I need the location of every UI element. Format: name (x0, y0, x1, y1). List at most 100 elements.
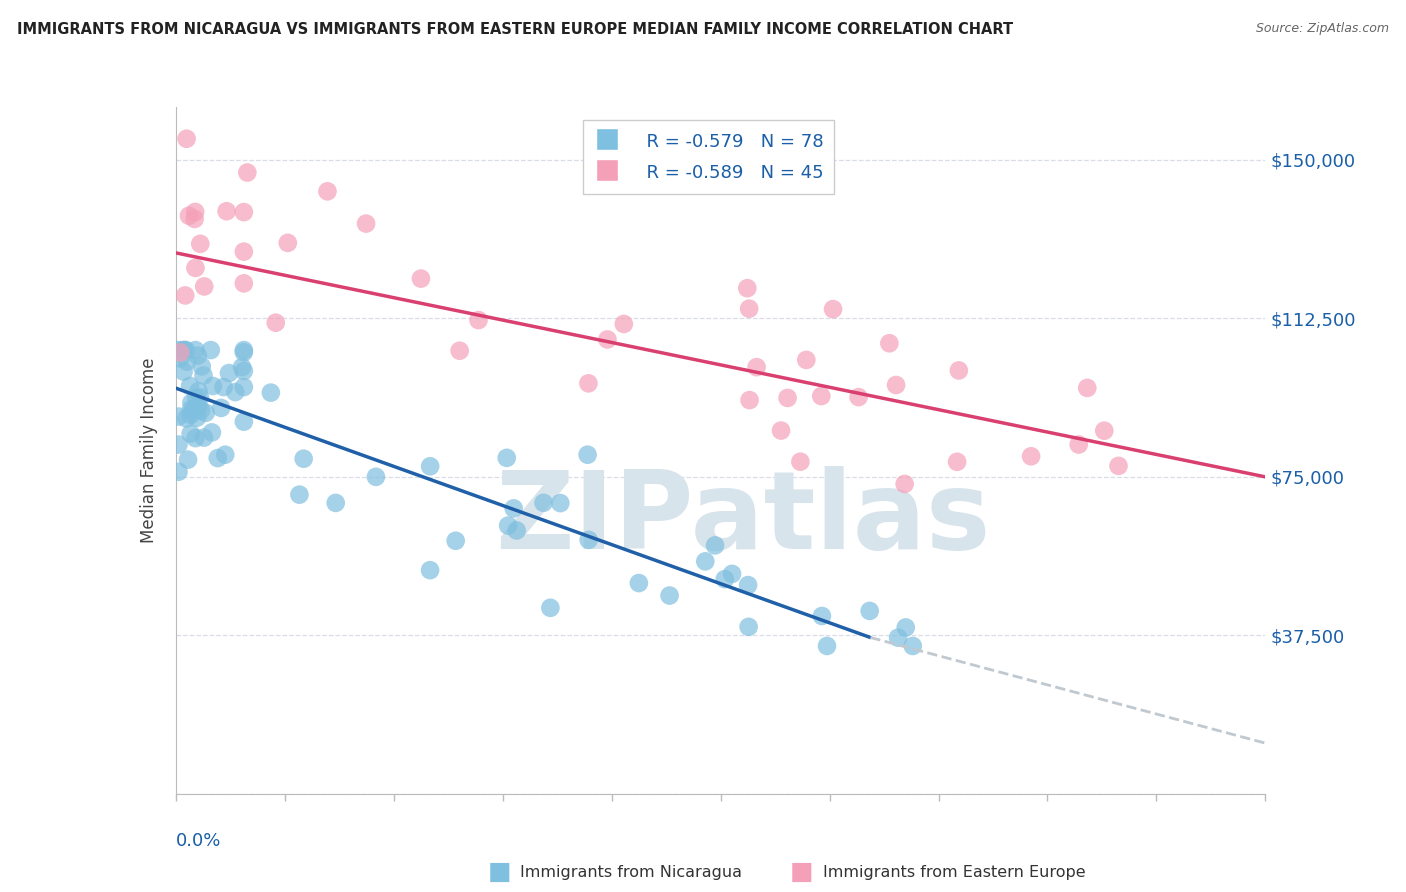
Text: Immigrants from Nicaragua: Immigrants from Nicaragua (520, 865, 742, 880)
Point (277, 235, 299, 250)
Point (794, 352, 817, 367)
Point (596, 333, 619, 347)
Point (823, 302, 845, 317)
Point (184, 343, 207, 357)
Point (167, 343, 190, 357)
Point (231, 360, 253, 375)
Point (419, 563, 441, 577)
Point (190, 359, 212, 374)
Point (177, 452, 200, 467)
Point (894, 620, 917, 634)
Point (180, 426, 202, 441)
Point (232, 244, 254, 259)
Point (187, 399, 209, 413)
Point (613, 317, 636, 331)
Point (201, 425, 224, 440)
Point (184, 205, 207, 219)
Point (201, 379, 224, 393)
Point (209, 401, 232, 415)
Point (184, 260, 207, 275)
Point (180, 402, 202, 417)
Text: ZIPatlas: ZIPatlas (495, 467, 990, 572)
Point (815, 639, 838, 653)
Point (179, 379, 201, 393)
Point (533, 496, 555, 510)
Point (232, 364, 254, 378)
Point (186, 391, 208, 405)
Point (444, 533, 467, 548)
Point (174, 343, 197, 357)
Point (174, 288, 197, 302)
Point (183, 211, 205, 226)
Point (193, 431, 215, 445)
Point (260, 385, 283, 400)
Point (496, 518, 519, 533)
Point (946, 455, 969, 469)
Point (576, 448, 599, 462)
Point (364, 470, 387, 484)
Point (188, 390, 211, 404)
Point (212, 380, 235, 394)
Point (194, 406, 217, 420)
Point (1108, 458, 1130, 473)
Point (419, 459, 441, 474)
Point (449, 343, 471, 358)
Point (738, 393, 761, 408)
Point (169, 351, 191, 366)
Point (176, 411, 198, 425)
Y-axis label: Median Family Income: Median Family Income (139, 358, 157, 543)
Point (1067, 437, 1090, 451)
Point (232, 415, 254, 429)
Point (1076, 381, 1098, 395)
Point (495, 450, 517, 465)
Point (884, 378, 907, 392)
Point (578, 376, 600, 391)
Point (901, 639, 924, 653)
Text: IMMIGRANTS FROM NICARAGUA VS IMMIGRANTS FROM EASTERN EUROPE MEDIAN FAMILY INCOME: IMMIGRANTS FROM NICARAGUA VS IMMIGRANTS … (17, 22, 1012, 37)
Point (180, 408, 202, 422)
Point (695, 554, 717, 568)
Text: ■: ■ (488, 861, 510, 884)
Point (173, 343, 195, 357)
Point (172, 343, 194, 357)
Point (264, 316, 287, 330)
Point (737, 620, 759, 634)
Point (859, 604, 882, 618)
Point (502, 501, 524, 516)
Point (183, 401, 205, 416)
Text: Immigrants from Eastern Europe: Immigrants from Eastern Europe (823, 865, 1085, 880)
Point (236, 165, 259, 179)
Point (176, 354, 198, 368)
Point (288, 488, 311, 502)
Point (325, 496, 347, 510)
Point (505, 524, 527, 538)
Point (627, 576, 650, 591)
Point (190, 403, 212, 417)
Point (887, 631, 910, 645)
Point (215, 204, 238, 219)
Point (184, 401, 207, 416)
Point (811, 609, 834, 624)
Point (184, 431, 207, 445)
Legend:   R = -0.579   N = 78,   R = -0.589   N = 45: R = -0.579 N = 78, R = -0.589 N = 45 (582, 120, 834, 194)
Point (207, 451, 229, 466)
Point (193, 279, 215, 293)
Point (550, 496, 572, 510)
Point (735, 281, 758, 295)
Point (167, 465, 190, 479)
Point (745, 360, 768, 375)
Point (218, 366, 240, 380)
Point (713, 572, 735, 586)
Point (354, 217, 377, 231)
Point (704, 538, 727, 552)
Point (658, 589, 681, 603)
Point (316, 184, 339, 198)
Point (232, 345, 254, 359)
Point (467, 313, 489, 327)
Point (879, 336, 901, 351)
Point (721, 566, 744, 581)
Point (1092, 424, 1115, 438)
Point (176, 132, 198, 146)
Point (232, 380, 254, 394)
Point (770, 424, 793, 438)
